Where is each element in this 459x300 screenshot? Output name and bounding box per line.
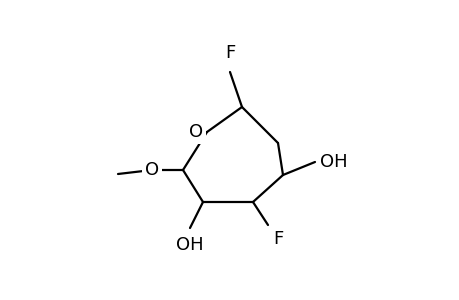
Text: O: O: [145, 161, 159, 179]
Text: OH: OH: [176, 236, 203, 254]
Text: O: O: [189, 123, 202, 141]
Text: F: F: [272, 230, 283, 248]
Text: F: F: [224, 44, 235, 62]
Text: OH: OH: [319, 153, 347, 171]
